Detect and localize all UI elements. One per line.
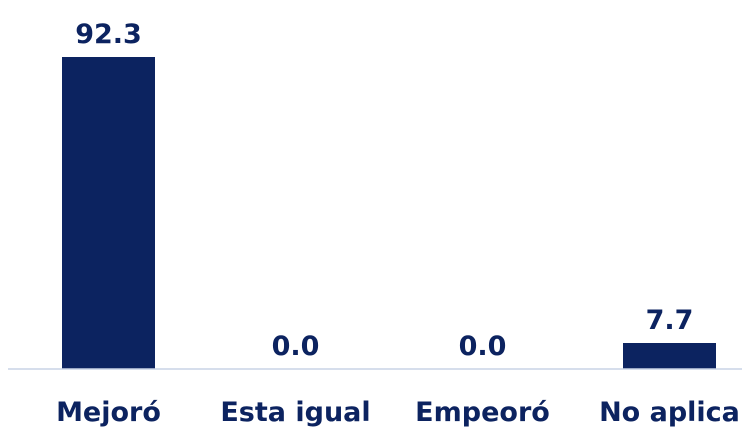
bar-0	[62, 57, 155, 369]
category-labels-group: Mejoró Esta igual Empeoró No aplica	[56, 397, 740, 428]
category-label-3: No aplica	[599, 397, 740, 428]
bars-group	[62, 57, 716, 369]
category-label-0: Mejoró	[56, 397, 161, 428]
value-labels-group: 92.3 0.0 0.0 7.7	[75, 19, 693, 362]
value-label-2: 0.0	[459, 331, 507, 362]
value-label-3: 7.7	[646, 305, 694, 336]
category-label-2: Empeoró	[415, 397, 550, 428]
bar-3	[623, 343, 716, 369]
value-label-1: 0.0	[272, 331, 320, 362]
value-label-0: 92.3	[75, 19, 142, 50]
category-label-1: Esta igual	[220, 397, 370, 428]
